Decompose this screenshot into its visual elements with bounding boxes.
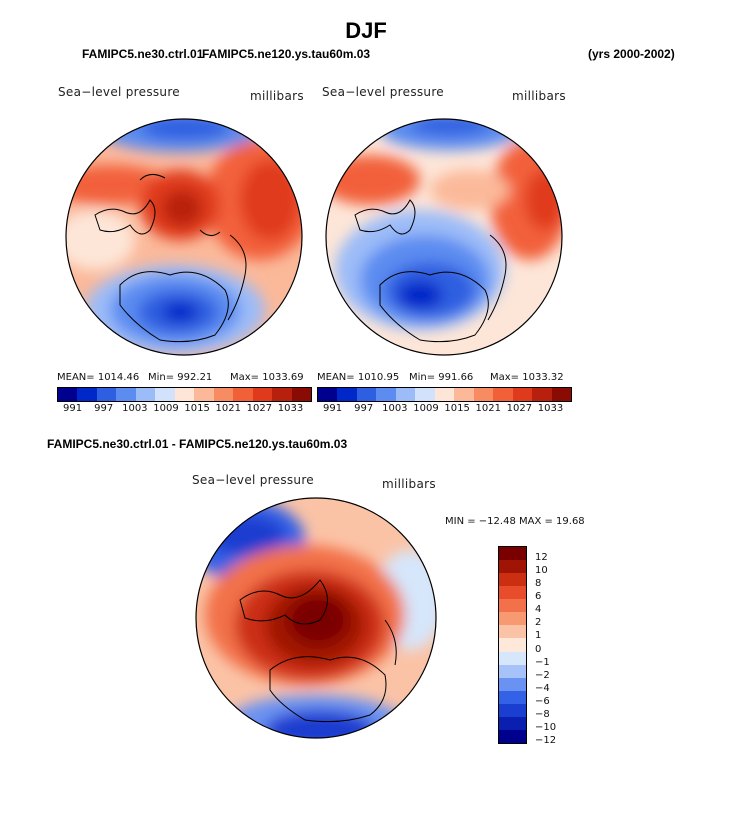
diff-tick-label: 8 <box>535 578 542 590</box>
diff-colorbar-swatch <box>499 547 526 561</box>
panel1-variable-label: Sea−level pressure <box>58 85 180 99</box>
panel1-mean: MEAN= 1014.46 <box>57 372 140 383</box>
header-case-b: FAMIPC5.ne120.ys.tau60m.03 <box>202 47 371 61</box>
panel2-tick-label: 1003 <box>382 403 408 414</box>
panel2-colorbar-swatch <box>318 388 338 401</box>
panel2-colorbar-swatch <box>493 388 513 401</box>
diff-tick-label: −10 <box>535 721 557 733</box>
panel2-units-label: millibars <box>512 89 566 103</box>
diff-tick-label: −6 <box>535 695 550 707</box>
panel1-colorbar-swatch <box>155 388 175 401</box>
panel1-tick-label: 1003 <box>122 403 148 414</box>
panel1-tick-label: 997 <box>94 403 114 414</box>
panel1-min: Min= 992.21 <box>148 372 213 383</box>
panel2-colorbar-swatch <box>473 388 494 401</box>
panel2-tick-label: 1009 <box>413 403 439 414</box>
panel2-variable-label: Sea−level pressure <box>322 85 444 99</box>
diff-colorbar-swatch <box>499 625 526 639</box>
panel1-map <box>66 119 302 355</box>
panel2-tick-label: 1015 <box>444 403 470 414</box>
panel2-colorbar-swatch <box>512 388 533 401</box>
diff-tick-label: 0 <box>535 643 542 655</box>
diff-colorbar-swatch <box>499 664 526 678</box>
panel2-tick-label: 991 <box>323 403 343 414</box>
diff-title: FAMIPC5.ne30.ctrl.01 - FAMIPC5.ne120.ys.… <box>47 437 348 451</box>
panel2-tick-label: 1027 <box>506 403 533 414</box>
panel1-colorbar-swatch <box>213 388 234 401</box>
panel1-colorbar-swatch <box>77 388 97 401</box>
panel1-colorbar-swatch <box>96 388 117 401</box>
panel2-max: Max= 1033.32 <box>490 372 564 383</box>
panel1-tick-label: 991 <box>63 403 83 414</box>
panel2-colorbar-swatch <box>454 388 474 401</box>
panel1-tick-label: 1033 <box>277 403 304 414</box>
diff-tick-label: 1 <box>535 630 542 642</box>
panel1-colorbar-swatch <box>174 388 195 401</box>
panel2-colorbar-swatch <box>415 388 435 401</box>
panel1-max: Max= 1033.69 <box>230 372 304 383</box>
panel1-colorbar-swatch <box>135 388 156 401</box>
header-case-a: FAMIPC5.ne30.ctrl.01 <box>82 47 204 61</box>
diff-colorbar-swatch <box>499 573 526 587</box>
diff-colorbar-swatch <box>499 716 526 730</box>
panel1-tick-label: 1015 <box>184 403 210 414</box>
panel1-colorbar-swatch <box>272 388 292 401</box>
header-years: (yrs 2000-2002) <box>588 47 675 61</box>
panel1-tick-label: 1021 <box>215 403 241 414</box>
diff-colorbar <box>498 546 527 744</box>
diff-tick-label: −4 <box>535 682 550 694</box>
diff-units-label: millibars <box>382 477 436 491</box>
diff-colorbar-swatch <box>499 690 526 704</box>
diff-tick-label: 12 <box>535 552 548 564</box>
diff-tick-label: 4 <box>535 604 542 616</box>
panel2-colorbar-swatch <box>376 388 396 401</box>
panel1-tick-label: 1009 <box>153 403 179 414</box>
panel2-tick-label: 1021 <box>475 403 501 414</box>
diff-tick-label: 10 <box>535 565 548 577</box>
panel1-colorbar-swatch <box>194 388 214 401</box>
diff-colorbar-swatch <box>499 586 526 600</box>
diff-tick-label: −1 <box>535 656 550 668</box>
panel1-tick-label: 1027 <box>246 403 273 414</box>
panel1-colorbar-swatch <box>116 388 136 401</box>
panel2-mean: MEAN= 1010.95 <box>317 372 400 383</box>
diff-colorbar-swatch <box>499 677 526 691</box>
diff-tick-label: −2 <box>535 669 550 681</box>
panel1-colorbar-swatch <box>252 388 273 401</box>
diff-tick-label: 2 <box>535 617 542 629</box>
panel1-colorbar-swatch <box>291 388 312 401</box>
diff-map <box>196 498 436 738</box>
diff-colorbar-swatch <box>499 651 526 665</box>
diff-colorbar-swatch <box>499 703 526 717</box>
page-title: DJF <box>345 18 387 43</box>
panel2-colorbar-swatch <box>395 388 416 401</box>
panel1-colorbar-swatch <box>58 388 78 401</box>
panel2-colorbar-swatch <box>356 388 377 401</box>
panel1-colorbar-swatch <box>233 388 253 401</box>
diff-tick-label: 6 <box>535 591 542 603</box>
panel2-colorbar-swatch <box>532 388 552 401</box>
diff-variable-label: Sea−level pressure <box>192 473 314 487</box>
panel1-units-label: millibars <box>250 89 304 103</box>
diff-colorbar-swatch <box>499 560 526 574</box>
panel2-colorbar-swatch <box>337 388 357 401</box>
panel2-tick-label: 1033 <box>537 403 564 414</box>
panel2-colorbar-swatch <box>434 388 455 401</box>
diff-colorbar-swatch <box>499 599 526 613</box>
panel2-min: Min= 991.66 <box>409 372 474 383</box>
panel1-colorbar <box>57 387 312 402</box>
diff-tick-label: −8 <box>535 708 550 720</box>
panel2-map <box>326 119 562 355</box>
diff-minmax: MIN = −12.48 MAX = 19.68 <box>445 516 585 527</box>
diff-colorbar-swatch <box>499 638 526 652</box>
panel2-colorbar-swatch <box>551 388 572 401</box>
panel2-colorbar <box>317 387 572 402</box>
diff-colorbar-swatch <box>499 612 526 626</box>
diff-colorbar-swatch <box>499 729 526 743</box>
diff-tick-label: −12 <box>535 735 557 746</box>
panel2-tick-label: 997 <box>354 403 374 414</box>
